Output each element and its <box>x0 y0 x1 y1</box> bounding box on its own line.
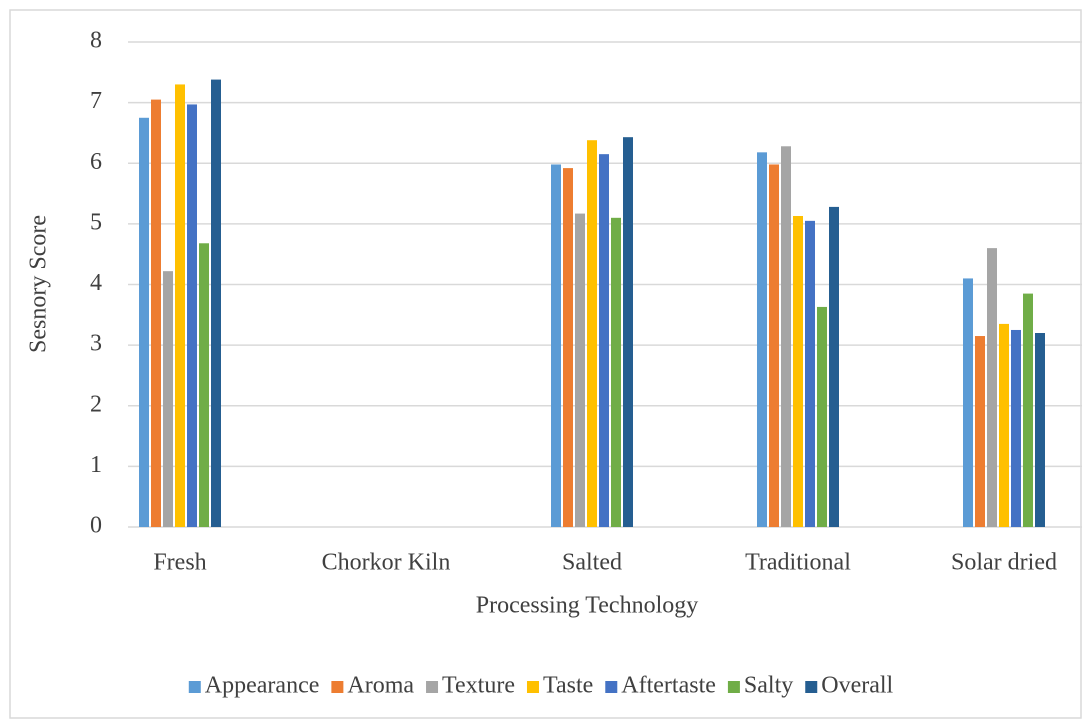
legend-swatch <box>426 681 439 693</box>
bar <box>563 168 573 527</box>
y-tick-label: 4 <box>90 270 102 296</box>
legend-label: Aroma <box>347 673 414 699</box>
legend-swatch <box>727 681 740 693</box>
bar <box>151 99 161 527</box>
bar <box>781 146 791 527</box>
bar <box>587 140 597 527</box>
legend-label: Texture <box>442 673 515 699</box>
bar <box>963 278 973 527</box>
bar <box>575 213 585 527</box>
bar <box>139 117 149 527</box>
y-tick-label: 7 <box>90 88 102 114</box>
y-tick-label: 8 <box>90 28 102 54</box>
y-tick-label: 6 <box>90 149 102 175</box>
y-tick-label: 1 <box>90 452 102 478</box>
bar <box>975 336 985 527</box>
y-tick-label: 3 <box>90 331 102 357</box>
bar <box>623 137 633 527</box>
x-tick-label: Fresh <box>153 550 206 576</box>
bar <box>551 164 561 527</box>
legend-label: Appearance <box>205 673 320 699</box>
bar <box>1035 333 1045 527</box>
bar <box>611 217 621 527</box>
bar <box>757 152 767 527</box>
y-tick-label: 0 <box>90 513 102 539</box>
y-axis-title: Sesnory Score <box>26 215 52 353</box>
bar <box>211 79 221 528</box>
bar <box>199 243 209 527</box>
y-tick-label: 2 <box>90 391 102 417</box>
bar <box>987 248 997 527</box>
bar <box>599 154 609 527</box>
bar <box>999 323 1009 527</box>
bar <box>829 206 839 527</box>
legend-label: Overall <box>821 673 893 699</box>
bar <box>793 215 803 527</box>
bar <box>805 220 815 527</box>
bar <box>817 306 827 527</box>
legend-label: Taste <box>543 673 593 699</box>
legend-label: Salty <box>744 673 793 699</box>
x-tick-label: Salted <box>562 550 622 576</box>
x-axis-title: Processing Technology <box>476 593 699 619</box>
legend-label: Aftertaste <box>621 673 716 699</box>
x-tick-label: Chorkor Kiln <box>322 550 451 576</box>
legend-swatch <box>805 681 818 693</box>
bar <box>1011 329 1021 527</box>
bar <box>187 104 197 527</box>
x-tick-label: Traditional <box>745 550 851 576</box>
legend-swatch <box>605 681 618 693</box>
bar <box>769 164 779 527</box>
y-tick-label: 5 <box>90 209 102 235</box>
legend-swatch <box>526 681 539 693</box>
bar <box>163 271 173 527</box>
bar <box>175 84 185 527</box>
legend-swatch <box>331 681 344 693</box>
legend-swatch <box>188 681 201 693</box>
x-tick-label: Solar dried <box>951 550 1057 576</box>
bar <box>1023 293 1033 527</box>
